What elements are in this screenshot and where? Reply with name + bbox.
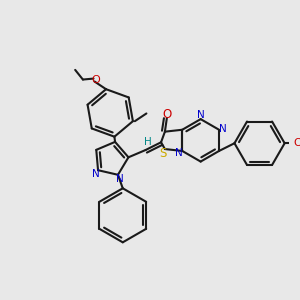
Text: O: O	[162, 108, 172, 121]
Text: N: N	[116, 174, 124, 184]
Text: N: N	[92, 169, 100, 179]
Text: H: H	[144, 137, 152, 147]
Text: O: O	[91, 74, 100, 85]
Text: N: N	[197, 110, 205, 120]
Text: N: N	[219, 124, 227, 134]
Text: S: S	[159, 147, 167, 161]
Text: O: O	[294, 138, 300, 148]
Text: N: N	[175, 148, 182, 158]
